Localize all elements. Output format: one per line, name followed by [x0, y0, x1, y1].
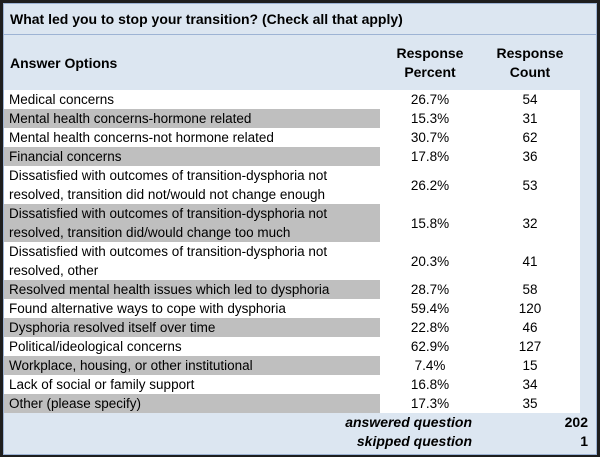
response-percent: 22.8% — [380, 318, 480, 337]
response-count: 54 — [480, 90, 580, 109]
response-percent-header-line2: Percent — [404, 63, 456, 80]
response-count: 35 — [480, 394, 580, 413]
header-row: Answer Options Response Percent Response… — [4, 35, 596, 90]
answer-rows: Medical concerns 26.7% 54 Mental health … — [4, 90, 596, 413]
answer-label: Dissatisfied with outcomes of transition… — [4, 166, 380, 204]
response-count: 120 — [480, 299, 580, 318]
table-row: Lack of social or family support 16.8% 3… — [4, 375, 596, 394]
response-percent: 17.3% — [380, 394, 480, 413]
answer-label: Resolved mental health issues which led … — [4, 280, 380, 299]
response-count: 34 — [480, 375, 580, 394]
answer-label: Other (please specify) — [4, 394, 380, 413]
response-percent: 17.8% — [380, 147, 480, 166]
table-row: Dissatisfied with outcomes of transition… — [4, 204, 596, 242]
skipped-question-value: 1 — [580, 433, 588, 449]
response-percent: 15.8% — [380, 204, 480, 242]
table-row: Workplace, housing, or other institution… — [4, 356, 596, 375]
response-percent: 15.3% — [380, 109, 480, 128]
response-percent: 28.7% — [380, 280, 480, 299]
table-row: Other (please specify) 17.3% 35 — [4, 394, 596, 413]
response-count: 53 — [480, 166, 580, 204]
answer-label: Lack of social or family support — [4, 375, 380, 394]
answer-label: Mental health concerns-hormone related — [4, 109, 380, 128]
survey-table: What led you to stop your transition? (C… — [3, 3, 597, 455]
answered-question-label: answered question — [345, 414, 472, 430]
answer-label-line1: Dissatisfied with outcomes of transition… — [9, 244, 328, 259]
answer-label: Found alternative ways to cope with dysp… — [4, 299, 380, 318]
answer-label: Financial concerns — [4, 147, 380, 166]
answered-question-value: 202 — [564, 414, 588, 430]
response-percent: 59.4% — [380, 299, 480, 318]
response-count: 41 — [480, 242, 580, 280]
answer-label-line1: Dissatisfied with outcomes of transition… — [9, 206, 328, 221]
response-count: 58 — [480, 280, 580, 299]
answer-label: Political/ideological concerns — [4, 337, 380, 356]
response-percent: 20.3% — [380, 242, 480, 280]
answered-question-row: answered question 202 — [4, 413, 596, 432]
answer-label-line2: resolved, transition did not/would not c… — [9, 187, 325, 202]
response-count: 46 — [480, 318, 580, 337]
skipped-question-label: skipped question — [356, 433, 472, 449]
response-percent: 16.8% — [380, 375, 480, 394]
table-row: Mental health concerns-not hormone relat… — [4, 128, 596, 147]
response-percent: 7.4% — [380, 356, 480, 375]
answer-label: Dissatisfied with outcomes of transition… — [4, 204, 380, 242]
table-row: Dissatisfied with outcomes of transition… — [4, 166, 596, 204]
response-count: 36 — [480, 147, 580, 166]
answer-options-header: Answer Options — [10, 54, 118, 71]
response-percent: 26.2% — [380, 166, 480, 204]
response-percent: 30.7% — [380, 128, 480, 147]
answer-label-line1: Dissatisfied with outcomes of transition… — [9, 168, 328, 183]
answer-label: Dysphoria resolved itself over time — [4, 318, 380, 337]
response-count-header-line1: Response — [496, 44, 564, 61]
answer-label: Dissatisfied with outcomes of transition… — [4, 242, 380, 280]
question-title: What led you to stop your transition? (C… — [4, 4, 596, 35]
answer-label: Mental health concerns-not hormone relat… — [4, 128, 380, 147]
answer-label-line2: resolved, other — [9, 263, 99, 278]
response-percent-header-line1: Response — [396, 44, 464, 61]
table-row: Dissatisfied with outcomes of transition… — [4, 242, 596, 280]
response-count: 62 — [480, 128, 580, 147]
response-percent-header: Response Percent — [380, 44, 480, 82]
response-count: 31 — [480, 109, 580, 128]
response-count-header: Response Count — [480, 44, 580, 82]
table-row: Dysphoria resolved itself over time 22.8… — [4, 318, 596, 337]
table-row: Found alternative ways to cope with dysp… — [4, 299, 596, 318]
answer-label: Workplace, housing, or other institution… — [4, 356, 380, 375]
response-count-header-line2: Count — [509, 63, 551, 80]
table-row: Mental health concerns-hormone related 1… — [4, 109, 596, 128]
response-percent: 62.9% — [380, 337, 480, 356]
response-count: 15 — [480, 356, 580, 375]
answer-label: Medical concerns — [4, 90, 380, 109]
response-count: 127 — [480, 337, 580, 356]
table-row: Political/ideological concerns 62.9% 127 — [4, 337, 596, 356]
response-percent: 26.7% — [380, 90, 480, 109]
answer-label-line2: resolved, transition did/would change to… — [9, 225, 291, 240]
response-count: 32 — [480, 204, 580, 242]
table-row: Resolved mental health issues which led … — [4, 280, 596, 299]
table-row: Financial concerns 17.8% 36 — [4, 147, 596, 166]
table-row: Medical concerns 26.7% 54 — [4, 90, 596, 109]
skipped-question-row: skipped question 1 — [4, 432, 596, 451]
